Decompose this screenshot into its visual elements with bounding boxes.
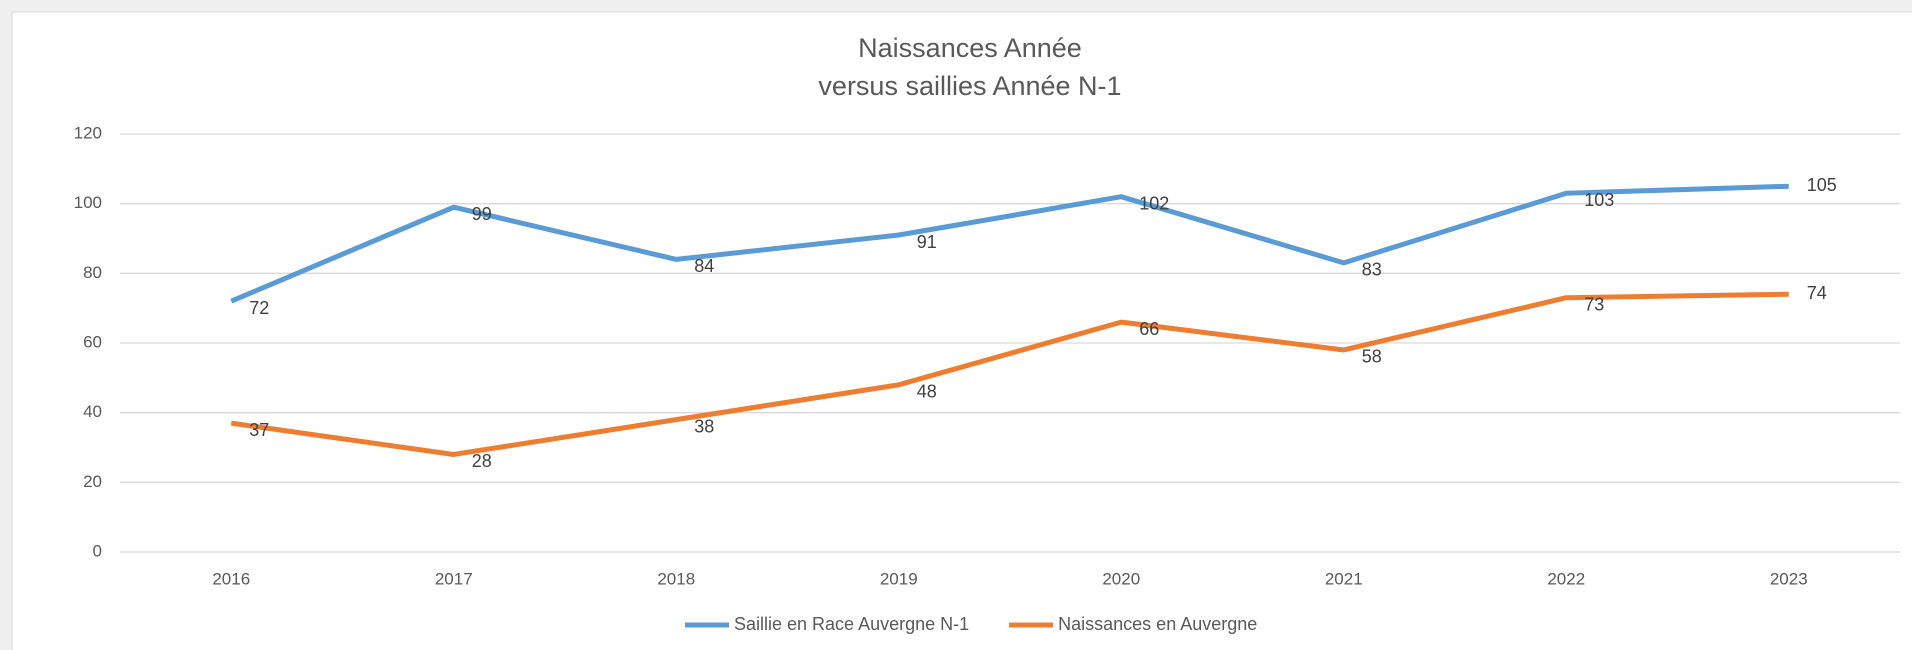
x-tick-label: 2017 <box>435 569 473 588</box>
data-label: 38 <box>694 416 714 436</box>
x-tick-label: 2022 <box>1547 569 1585 588</box>
y-tick-label: 120 <box>74 123 102 142</box>
legend-label: Saillie en Race Auvergne N-1 <box>734 614 969 634</box>
x-tick-label: 2020 <box>1102 569 1140 588</box>
data-label: 91 <box>917 232 937 252</box>
y-tick-label: 60 <box>83 332 102 351</box>
data-label: 72 <box>249 298 269 318</box>
y-tick-label: 80 <box>83 263 102 282</box>
chart-title: Naissances Année <box>858 33 1082 63</box>
series-line <box>230 291 1789 457</box>
data-label: 73 <box>1584 294 1604 314</box>
data-label: 28 <box>472 451 492 471</box>
x-tick-label: 2021 <box>1325 569 1363 588</box>
series-line <box>230 183 1789 304</box>
data-label: 48 <box>917 382 937 402</box>
x-tick-label: 2019 <box>880 569 918 588</box>
data-label: 84 <box>694 256 714 276</box>
y-tick-label: 20 <box>83 472 102 491</box>
x-tick-label: 2023 <box>1770 569 1808 588</box>
chart-subtitle: versus saillies Année N-1 <box>818 71 1121 101</box>
data-label: 105 <box>1807 175 1837 195</box>
legend-label: Naissances en Auvergne <box>1058 614 1257 634</box>
x-tick-label: 2016 <box>212 569 250 588</box>
y-tick-label: 0 <box>93 541 102 560</box>
y-tick-label: 100 <box>74 193 102 212</box>
data-label: 102 <box>1139 193 1169 213</box>
data-label: 58 <box>1362 347 1382 367</box>
y-tick-label: 40 <box>83 402 102 421</box>
data-label: 66 <box>1139 319 1159 339</box>
data-label: 74 <box>1807 283 1827 303</box>
x-tick-label: 2018 <box>657 569 695 588</box>
data-label: 37 <box>249 420 269 440</box>
data-label: 99 <box>472 204 492 224</box>
data-label: 103 <box>1584 190 1614 210</box>
chart-area <box>11 11 1912 650</box>
data-label: 83 <box>1362 260 1382 280</box>
